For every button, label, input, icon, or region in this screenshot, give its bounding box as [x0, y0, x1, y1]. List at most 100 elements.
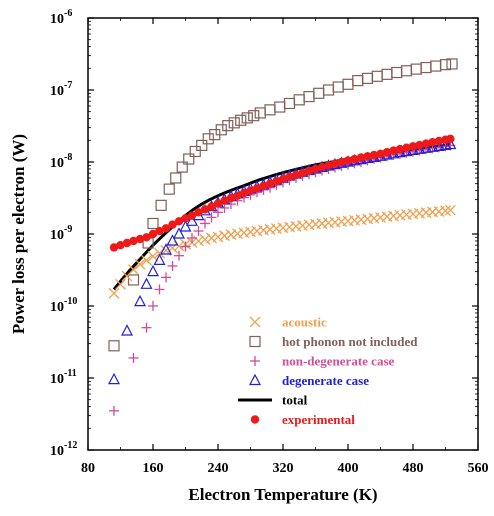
data-point-degenerate-case	[413, 142, 426, 154]
data-point-hot-phonon-not-included	[228, 117, 240, 129]
data-point-hot-phonon-not-included	[322, 84, 335, 96]
data-point-experimental	[207, 202, 216, 211]
data-point-experimental	[272, 177, 281, 186]
data-point-hot-phonon-not-included	[108, 340, 120, 352]
data-point-hot-phonon-not-included	[155, 199, 167, 211]
data-point-hot-phonon-not-included	[248, 110, 260, 122]
y-tick-label: 10-12	[50, 440, 77, 459]
data-point-non-degenerate-case	[167, 260, 178, 271]
legend-item-acoustic: acoustic	[249, 315, 327, 330]
data-point-experimental	[337, 157, 346, 167]
y-tick-label: 10-7	[50, 80, 72, 99]
data-point-experimental	[324, 161, 333, 170]
x-axis-ticks: 80 160 240 320 400 480 560	[81, 18, 489, 476]
data-point-experimental	[389, 146, 398, 155]
data-point-non-degenerate-case	[213, 207, 223, 218]
legend-item-hot-phonon-not-included: hot phonon not included	[249, 334, 418, 349]
x-tick-label: 400	[338, 461, 359, 476]
y-axis-title: Power loss per electron (W)	[9, 134, 28, 334]
data-point-degenerate-case	[426, 140, 439, 152]
data-point-experimental	[395, 144, 405, 154]
data-point-hot-phonon-not-included	[446, 58, 458, 70]
data-point-hot-phonon-not-included	[127, 274, 140, 286]
data-point-experimental	[311, 164, 320, 174]
data-point-hot-phonon-not-included	[361, 72, 374, 84]
data-point-experimental	[187, 211, 197, 220]
x-tick-label: 560	[468, 461, 489, 476]
data-point-experimental	[129, 236, 138, 246]
data-point-experimental	[148, 229, 158, 239]
data-point-experimental	[278, 174, 288, 184]
x-tick-label: 80	[81, 461, 95, 476]
data-point-hot-phonon-not-included	[283, 97, 296, 110]
data-point-non-degenerate-case	[193, 226, 204, 237]
y-tick-label: 10-11	[50, 368, 77, 387]
data-point-experimental	[142, 233, 151, 242]
series-acoustic	[108, 204, 456, 299]
data-point-experimental	[252, 184, 262, 193]
data-point-experimental	[109, 243, 119, 252]
data-point-hot-phonon-not-included	[189, 145, 201, 158]
data-point-degenerate-case	[140, 277, 153, 289]
x-tick-label: 320	[273, 461, 294, 476]
data-point-acoustic	[444, 204, 456, 216]
data-point-non-degenerate-case	[206, 212, 217, 223]
data-point-experimental	[317, 162, 327, 172]
data-point-degenerate-case	[121, 324, 133, 336]
y-tick-label: 10-10	[50, 296, 77, 315]
data-point-experimental	[421, 139, 431, 148]
data-point-degenerate-case	[153, 253, 166, 265]
data-point-degenerate-case	[186, 214, 198, 226]
data-point-experimental	[356, 153, 366, 162]
data-point-acoustic	[141, 254, 152, 266]
series-total	[112, 143, 451, 291]
y-tick-label: 10-6	[50, 8, 72, 27]
legend-swatch	[249, 335, 261, 348]
data-point-experimental	[116, 240, 125, 250]
legend-label: acoustic	[282, 315, 327, 330]
data-point-hot-phonon-not-included	[183, 153, 195, 165]
data-point-experimental	[135, 234, 145, 244]
series-hot-phonon-not-included	[108, 58, 458, 352]
legend-swatch	[249, 373, 261, 386]
data-point-experimental	[174, 217, 184, 226]
data-point-experimental	[233, 191, 242, 200]
legend: acoustic hot phonon not included non-degen…	[238, 315, 418, 427]
data-point-experimental	[220, 196, 229, 205]
data-point-acoustic	[115, 278, 126, 290]
x-tick-label: 480	[403, 461, 424, 476]
data-point-hot-phonon-not-included	[293, 94, 305, 106]
data-point-non-degenerate-case	[128, 352, 139, 363]
data-point-hot-phonon-not-included	[254, 107, 266, 119]
data-point-experimental	[285, 172, 294, 182]
data-point-experimental	[239, 188, 249, 198]
legend-swatch	[250, 415, 260, 424]
data-point-non-degenerate-case	[174, 250, 184, 261]
data-point-hot-phonon-not-included	[420, 61, 432, 74]
data-point-experimental	[376, 149, 385, 158]
data-point-hot-phonon-not-included	[430, 60, 442, 72]
data-point-experimental	[161, 224, 171, 233]
data-point-non-degenerate-case	[161, 272, 171, 283]
data-point-hot-phonon-not-included	[163, 183, 175, 195]
series-experimental	[109, 134, 455, 252]
data-point-hot-phonon-not-included	[176, 161, 188, 173]
data-point-experimental	[226, 193, 236, 203]
series-line-total	[112, 143, 451, 291]
data-point-hot-phonon-not-included	[410, 63, 422, 75]
data-point-hot-phonon-not-included	[332, 81, 344, 93]
data-point-experimental	[246, 186, 255, 195]
data-point-experimental	[259, 181, 268, 191]
x-tick-label: 160	[143, 461, 164, 476]
data-point-experimental	[408, 142, 418, 151]
data-point-experimental	[122, 238, 132, 248]
data-point-non-degenerate-case	[180, 241, 191, 252]
data-point-experimental	[363, 152, 372, 161]
data-point-experimental	[213, 199, 223, 208]
data-point-experimental	[155, 226, 164, 236]
data-point-hot-phonon-not-included	[439, 59, 452, 71]
data-point-hot-phonon-not-included	[215, 124, 227, 136]
data-point-hot-phonon-not-included	[313, 87, 325, 99]
data-point-experimental	[415, 140, 424, 150]
